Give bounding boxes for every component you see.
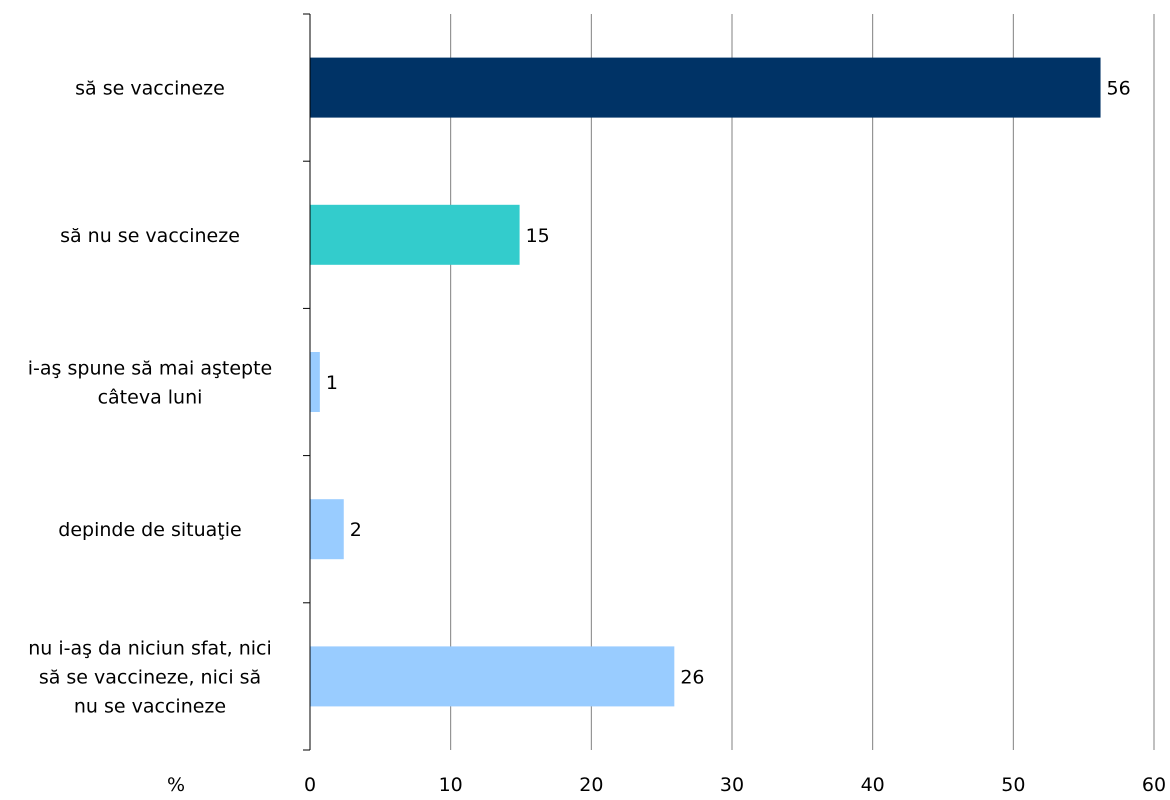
category-label-3: depinde de situaţie <box>58 519 241 541</box>
value-label-2: 1 <box>326 372 338 394</box>
value-label-3: 2 <box>350 519 362 541</box>
value-labels: 56 15 1 2 26 <box>326 78 1131 689</box>
category-label-2: i-aş spune să mai aştepte câteva luni <box>28 358 272 409</box>
bar-1 <box>310 204 520 265</box>
bar-3 <box>310 499 344 560</box>
bar-2 <box>310 352 320 412</box>
value-label-1: 15 <box>526 225 550 247</box>
value-label-4: 26 <box>680 666 704 688</box>
category-labels: să se vaccineze să nu se vaccineze i-aş sp… <box>28 78 272 718</box>
bar-0 <box>310 57 1101 118</box>
x-tick-label-20: 20 <box>579 774 603 796</box>
y-axis <box>303 13 311 751</box>
category-label-1: să nu se vaccineze <box>60 225 240 247</box>
x-tick-label-60: 60 <box>1142 774 1166 796</box>
x-tick-label-30: 30 <box>720 774 744 796</box>
x-unit-label: % <box>167 774 185 796</box>
x-tick-labels: 0 10 20 30 40 50 60 <box>304 774 1166 796</box>
bar-4 <box>310 646 675 707</box>
x-tick-label-50: 50 <box>1001 774 1025 796</box>
gridlines <box>450 14 1155 750</box>
category-label-4: nu i-aş da niciun sfat, nici să se vaccin… <box>28 637 272 717</box>
bars <box>310 57 1101 707</box>
category-label-0: să se vaccineze <box>75 78 225 100</box>
x-tick-label-0: 0 <box>304 774 316 796</box>
x-tick-label-10: 10 <box>439 774 463 796</box>
x-tick-label-40: 40 <box>861 774 885 796</box>
value-label-0: 56 <box>1107 78 1131 100</box>
